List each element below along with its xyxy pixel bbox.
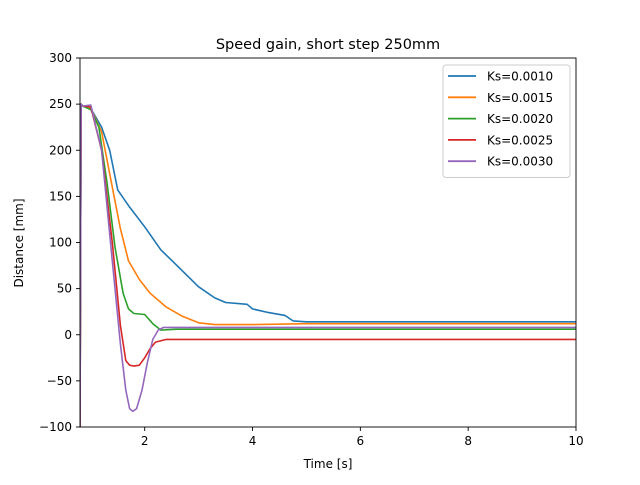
legend-box	[442, 64, 571, 178]
series-line-1	[80, 103, 576, 427]
x-tick-label: 10	[568, 434, 583, 448]
y-tick-label: 0	[64, 328, 72, 342]
series-line-3	[80, 103, 576, 427]
legend: Ks=0.0010 Ks=0.0015 Ks=0.0020 Ks=0.0025 Ks=0…	[442, 64, 571, 178]
chart-title: Speed gain, short step 250mm	[216, 37, 440, 53]
y-tick-label: 50	[57, 282, 72, 296]
series-layer	[80, 103, 576, 427]
legend-label-3: Ks=0.0020	[487, 112, 553, 126]
y-tick-label: 150	[49, 189, 72, 203]
axes-layer: 2 4 6 8 10 −100 −50 0 50 100 150 200 250 300	[39, 51, 584, 448]
y-tick-label: 200	[49, 143, 72, 157]
x-axis-label: Time [s]	[303, 457, 353, 471]
x-tick-label: 2	[141, 434, 149, 448]
y-tick-label: 250	[49, 97, 72, 111]
legend-label-4: Ks=0.0025	[487, 133, 553, 147]
series-line-5	[80, 103, 576, 427]
y-tick-label: 300	[49, 51, 72, 65]
y-tick-label: −50	[47, 374, 72, 388]
legend-label-1: Ks=0.0010	[487, 70, 553, 84]
legend-label-5: Ks=0.0030	[487, 155, 553, 169]
x-tick-label: 8	[464, 434, 472, 448]
y-tick-label: −100	[39, 420, 72, 434]
y-axis-label: Distance [mm]	[12, 198, 26, 287]
x-tick-label: 4	[249, 434, 257, 448]
x-tick-label: 6	[357, 434, 365, 448]
legend-label-2: Ks=0.0015	[487, 91, 553, 105]
y-tick-label: 100	[49, 236, 72, 250]
